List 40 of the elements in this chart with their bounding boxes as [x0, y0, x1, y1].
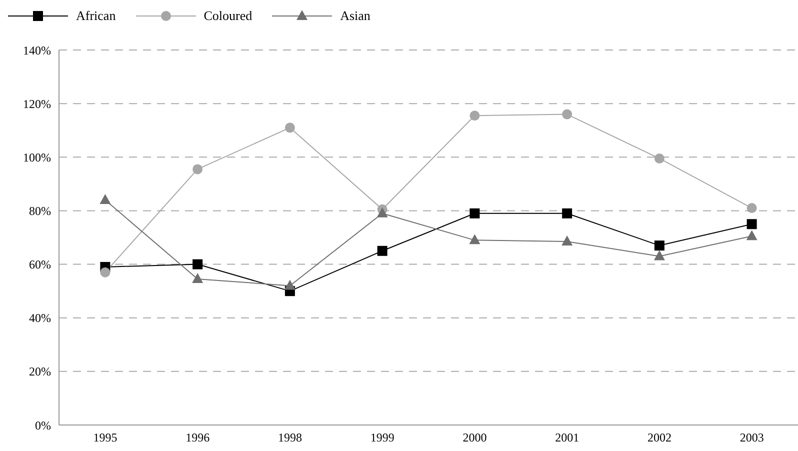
- point: [654, 240, 664, 251]
- point: [284, 122, 295, 133]
- x-tick-label: 2002: [647, 430, 672, 445]
- point: [377, 246, 388, 256]
- legend-label: African: [76, 8, 116, 24]
- x-tick-label: 2003: [740, 430, 764, 445]
- x-tick-label: 1998: [278, 430, 302, 445]
- point: [562, 208, 572, 218]
- x-tick-label: 2001: [555, 430, 580, 445]
- y-tick-label: 0%: [35, 418, 51, 432]
- point: [469, 234, 480, 244]
- point: [562, 236, 573, 246]
- point: [192, 259, 203, 270]
- legend-label: Asian: [340, 8, 370, 24]
- point: [470, 110, 480, 121]
- point: [562, 109, 572, 120]
- point: [746, 203, 757, 214]
- point: [100, 194, 111, 204]
- x-tick-label: 1996: [186, 430, 210, 445]
- point: [100, 267, 110, 278]
- y-tick-label: 60%: [29, 258, 51, 272]
- point: [470, 208, 480, 218]
- y-tick-label: 20%: [29, 364, 51, 379]
- legend-label: Coloured: [204, 8, 252, 24]
- point: [284, 280, 296, 290]
- y-tick-label: 100%: [23, 150, 51, 164]
- point: [654, 153, 664, 164]
- point: [746, 230, 758, 240]
- x-tick-label: 1999: [370, 430, 394, 445]
- y-tick-label: 120%: [23, 96, 51, 111]
- point: [192, 164, 203, 174]
- point: [746, 219, 757, 230]
- point: [376, 207, 388, 218]
- x-tick-label: 2000: [462, 430, 487, 445]
- x-tick-label: 1995: [93, 430, 118, 445]
- y-tick-label: 140%: [23, 43, 51, 58]
- point: [192, 273, 204, 284]
- y-tick-label: 80%: [29, 204, 51, 218]
- point: [654, 250, 665, 260]
- y-tick-label: 40%: [29, 311, 51, 326]
